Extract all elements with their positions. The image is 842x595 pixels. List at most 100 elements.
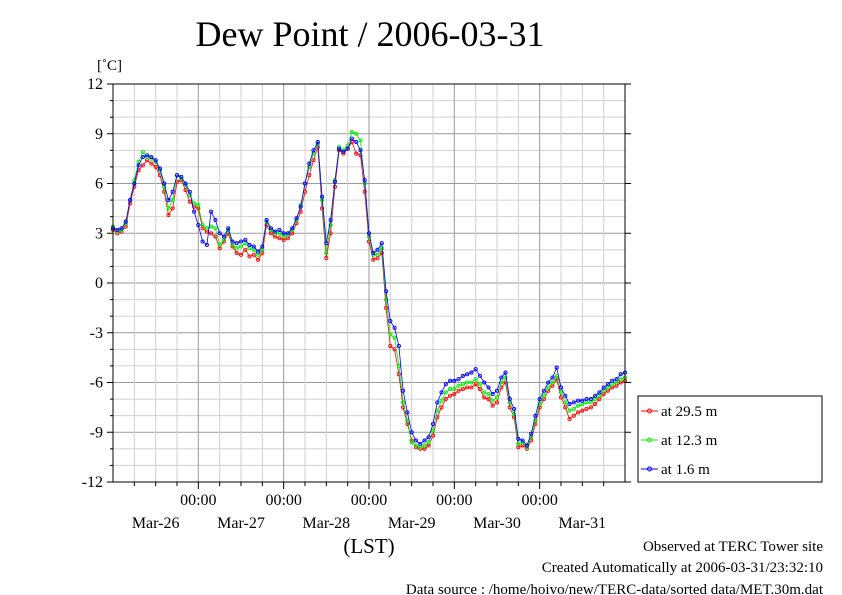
data-point bbox=[482, 380, 487, 385]
data-point bbox=[315, 139, 320, 145]
data-point bbox=[273, 229, 278, 234]
data-point bbox=[541, 388, 546, 393]
data-point bbox=[448, 387, 453, 392]
data-point bbox=[179, 174, 184, 179]
data-point bbox=[392, 335, 397, 340]
data-point bbox=[486, 397, 491, 402]
data-point bbox=[576, 398, 581, 403]
data-point bbox=[567, 408, 572, 413]
legend-swatch-marker bbox=[647, 437, 652, 443]
data-point bbox=[170, 206, 175, 211]
data-point bbox=[512, 411, 517, 417]
data-point bbox=[341, 149, 346, 155]
data-point bbox=[499, 375, 504, 380]
data-point bbox=[354, 151, 359, 156]
data-point bbox=[452, 378, 457, 383]
x-day-label: Mar-28 bbox=[302, 515, 350, 532]
data-point bbox=[200, 239, 205, 244]
data-point bbox=[452, 387, 457, 392]
data-point bbox=[349, 136, 354, 141]
data-point bbox=[209, 209, 214, 214]
data-point bbox=[426, 435, 431, 440]
data-point bbox=[166, 212, 171, 218]
y-tick-label: -3 bbox=[90, 325, 103, 342]
data-point bbox=[605, 382, 610, 387]
data-point bbox=[401, 400, 406, 405]
data-point bbox=[439, 398, 444, 403]
data-point bbox=[379, 241, 384, 246]
data-point bbox=[140, 154, 145, 160]
data-point bbox=[533, 418, 538, 423]
legend-label: at 1.6 m bbox=[661, 462, 710, 478]
data-point bbox=[593, 393, 598, 398]
data-point bbox=[320, 194, 325, 199]
data-point bbox=[238, 239, 244, 244]
data-point bbox=[285, 231, 290, 236]
data-point bbox=[563, 393, 568, 398]
data-point bbox=[226, 226, 231, 231]
data-point bbox=[149, 154, 154, 160]
data-point bbox=[465, 372, 470, 377]
data-point bbox=[307, 161, 312, 166]
data-point bbox=[132, 181, 137, 186]
data-point bbox=[456, 388, 461, 393]
data-point bbox=[409, 430, 414, 435]
data-point bbox=[345, 146, 350, 151]
data-point bbox=[584, 397, 589, 402]
footer-data-source: Data source : /home/hoivo/new/TERC-data/… bbox=[406, 582, 824, 595]
data-point bbox=[477, 382, 482, 387]
data-point bbox=[324, 241, 329, 246]
data-point bbox=[234, 241, 239, 246]
data-point bbox=[247, 242, 252, 247]
data-point bbox=[354, 139, 359, 145]
data-point bbox=[192, 209, 197, 214]
data-point bbox=[332, 179, 337, 184]
series-line bbox=[112, 138, 626, 447]
data-point bbox=[388, 332, 393, 337]
data-point bbox=[371, 251, 376, 256]
data-point bbox=[384, 297, 389, 302]
data-point bbox=[584, 406, 589, 412]
data-point bbox=[503, 375, 508, 380]
data-point bbox=[550, 375, 555, 380]
data-point bbox=[187, 189, 192, 194]
data-point bbox=[448, 393, 453, 398]
data-point bbox=[328, 222, 333, 228]
data-point bbox=[529, 431, 534, 436]
data-point bbox=[618, 377, 623, 382]
data-point bbox=[234, 246, 239, 251]
plot-grid bbox=[113, 84, 625, 482]
data-point bbox=[396, 343, 401, 349]
data-point bbox=[465, 380, 470, 385]
data-point bbox=[153, 164, 158, 169]
data-point bbox=[213, 234, 218, 239]
data-point bbox=[162, 189, 167, 194]
data-point bbox=[128, 198, 133, 203]
series-layer bbox=[110, 130, 628, 451]
data-point bbox=[328, 217, 333, 223]
data-point bbox=[196, 222, 201, 228]
legend-label: at 29.5 m bbox=[661, 404, 718, 420]
data-point bbox=[546, 380, 551, 385]
data-point bbox=[298, 204, 303, 209]
data-point bbox=[430, 421, 436, 427]
data-point bbox=[524, 443, 529, 448]
data-point bbox=[580, 408, 585, 413]
data-point bbox=[170, 189, 175, 194]
data-point bbox=[256, 257, 261, 262]
data-point bbox=[307, 173, 312, 178]
data-point bbox=[183, 181, 188, 186]
data-point bbox=[136, 163, 141, 168]
x-tick-label: 00:00 bbox=[521, 492, 557, 509]
y-tick-label: -6 bbox=[90, 375, 103, 392]
data-point bbox=[320, 206, 325, 211]
x-day-label: Mar-27 bbox=[217, 515, 265, 532]
x-day-label: Mar-29 bbox=[388, 515, 436, 532]
data-point bbox=[290, 226, 295, 231]
data-point bbox=[418, 441, 423, 446]
data-point bbox=[469, 380, 474, 385]
data-point bbox=[140, 149, 145, 155]
x-tick-label: 00:00 bbox=[265, 492, 301, 509]
data-point bbox=[401, 388, 406, 393]
